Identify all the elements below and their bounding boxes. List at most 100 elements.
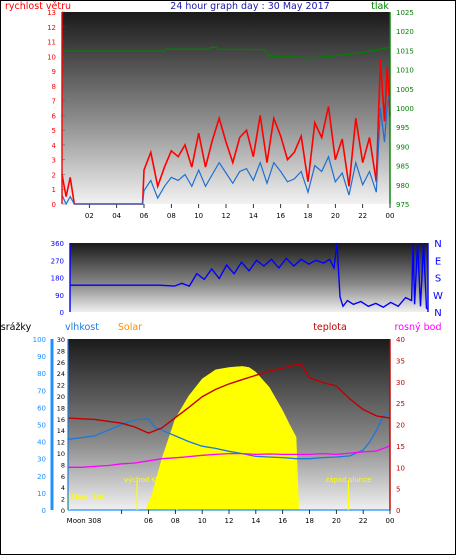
wind-tick-label: 0 xyxy=(52,201,56,209)
wind-average-series xyxy=(61,93,391,206)
rain-tick-label: 10 xyxy=(37,490,46,498)
x-tick-label: 20 xyxy=(332,517,341,525)
humidity-tick-label: 10 xyxy=(57,450,65,458)
pressure-tick-label: 975 xyxy=(396,201,409,209)
compass-label: W xyxy=(433,291,443,302)
solar-axis-title: Solar xyxy=(118,322,142,333)
humidity-tick-label: 4 xyxy=(61,484,65,492)
direction-tick-label: 270 xyxy=(51,257,64,265)
temperature-series xyxy=(67,363,391,434)
humidity-axis-title: vlhkost xyxy=(65,322,99,333)
direction-tick-label: 360 xyxy=(51,240,64,248)
humidity-tick-label: 16 xyxy=(57,416,65,424)
humidity-tick-label: 30 xyxy=(57,336,65,344)
wind-tick-label: 5 xyxy=(52,127,56,135)
x-tick-label: 10 xyxy=(198,517,207,525)
temperature-axis-title: teplota xyxy=(313,322,347,333)
wind-tick-label: 1 xyxy=(52,186,56,194)
rain-tick-label: 30 xyxy=(37,456,46,464)
pressure-tick-label: 1005 xyxy=(396,86,414,94)
chart-title: 24 hour graph day : 30 May 2017 xyxy=(170,1,329,12)
x-tick-label: 10 xyxy=(194,212,203,220)
x-tick-label: 18 xyxy=(304,212,313,220)
x-tick-label: 14 xyxy=(251,517,260,525)
pressure-tick-label: 1020 xyxy=(396,28,414,36)
rain-tick-label: 40 xyxy=(37,439,46,447)
rain-tick-label: 80 xyxy=(37,370,46,378)
x-tick-label: 20 xyxy=(331,212,340,220)
x-tick-label: 22 xyxy=(358,212,367,220)
rain-tick-label: 20 xyxy=(37,473,46,481)
direction-tick-label: 180 xyxy=(51,275,64,283)
temperature-tick-label: 25 xyxy=(396,400,405,408)
wind-tick-label: 11 xyxy=(47,39,56,47)
humidity-tick-label: 0 xyxy=(61,507,65,515)
wind-tick-label: 8 xyxy=(52,83,56,91)
temperature-tick-label: 35 xyxy=(396,357,405,365)
x-tick-label: 22 xyxy=(359,517,368,525)
sunset-label: západ slunce xyxy=(325,476,371,484)
direction-plot-background xyxy=(70,243,428,312)
dewpoint-axis-title: rosný bod xyxy=(395,322,442,333)
moon-rise-label: Moon Rise xyxy=(181,493,217,501)
rain-axis-title: srážky xyxy=(1,322,32,333)
pressure-tick-label: 1000 xyxy=(396,105,414,113)
rain-tick-label: 90 xyxy=(37,353,46,361)
x-tick-label: 12 xyxy=(225,517,234,525)
pressure-tick-label: 995 xyxy=(396,124,409,132)
temperature-tick-label: 0 xyxy=(396,507,400,515)
temperature-tick-label: 30 xyxy=(396,379,405,387)
humidity-tick-label: 26 xyxy=(57,359,65,367)
x-tick-label: 02 xyxy=(85,212,94,220)
x-tick-label: 06 xyxy=(140,212,149,220)
humidity-tick-label: 20 xyxy=(57,393,65,401)
wind-tick-label: 13 xyxy=(47,9,56,17)
x-tick-label: 12 xyxy=(222,212,231,220)
x-tick-label: 00 xyxy=(386,517,395,525)
x-tick-label: 18 xyxy=(305,517,314,525)
temperature-tick-label: 20 xyxy=(396,422,405,430)
x-tick-label: 00 xyxy=(386,212,395,220)
pressure-series xyxy=(62,46,391,59)
humidity-series xyxy=(67,412,391,460)
humidity-tick-label: 2 xyxy=(61,496,65,504)
x-tick-label: 04 xyxy=(112,212,121,220)
x-tick-label: 16 xyxy=(276,212,285,220)
pressure-tick-label: 985 xyxy=(396,163,409,171)
humidity-tick-label: 6 xyxy=(61,473,65,481)
wind-tick-label: 12 xyxy=(47,24,56,32)
wind-tick-label: 7 xyxy=(52,98,56,106)
direction-tick-label: 0 xyxy=(60,309,64,317)
wind-tick-label: 3 xyxy=(52,157,56,165)
x-tick-label: 14 xyxy=(249,212,258,220)
humidity-tick-label: 18 xyxy=(57,404,65,412)
x-tick-label: 06 xyxy=(144,517,153,525)
pressure-tick-label: 990 xyxy=(396,143,409,151)
rain-tick-label: 100 xyxy=(33,336,46,344)
humidity-tick-label: 22 xyxy=(57,382,65,390)
pressure-tick-label: 1025 xyxy=(396,9,414,17)
compass-label: S xyxy=(435,274,441,285)
pressure-axis-title: tlak xyxy=(371,1,389,12)
humidity-tick-label: 8 xyxy=(61,461,65,469)
humidity-tick-label: 28 xyxy=(57,347,65,355)
pressure-tick-label: 980 xyxy=(396,182,409,190)
moon-set-label: Moon Set xyxy=(71,493,104,501)
moon-phase-label: Moon 308 xyxy=(67,517,102,525)
compass-label: N xyxy=(434,239,441,250)
wind-tick-label: 2 xyxy=(52,171,56,179)
wind-direction-series xyxy=(70,242,429,310)
wind-tick-label: 10 xyxy=(47,53,56,61)
wind-pressure-panel: 0123456789101112139759809859909951000100… xyxy=(5,1,414,220)
wind-axis-title: rychlost větru xyxy=(5,1,71,12)
temperature-panel: Moon Set východ slunce Moon Rise západ slun… xyxy=(1,322,442,525)
solar-area xyxy=(68,366,390,511)
rain-tick-label: 0 xyxy=(42,507,46,515)
humidity-tick-label: 14 xyxy=(57,427,65,435)
temperature-tick-label: 10 xyxy=(396,464,405,472)
compass-label: E xyxy=(435,256,441,267)
humidity-tick-label: 12 xyxy=(57,439,65,447)
humidity-tick-label: 24 xyxy=(57,370,65,378)
